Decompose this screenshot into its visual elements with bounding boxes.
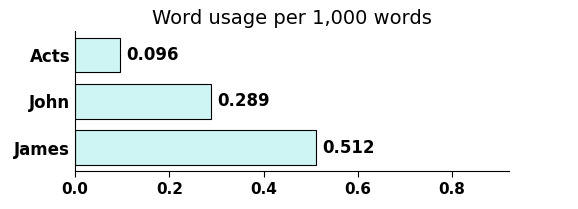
Bar bbox=[75, 38, 120, 73]
Title: Word usage per 1,000 words: Word usage per 1,000 words bbox=[152, 9, 432, 28]
Text: 0.289: 0.289 bbox=[217, 92, 269, 110]
Text: 0.512: 0.512 bbox=[322, 139, 375, 157]
Bar bbox=[75, 84, 212, 119]
Text: 0.096: 0.096 bbox=[126, 46, 179, 64]
Bar bbox=[75, 130, 316, 165]
